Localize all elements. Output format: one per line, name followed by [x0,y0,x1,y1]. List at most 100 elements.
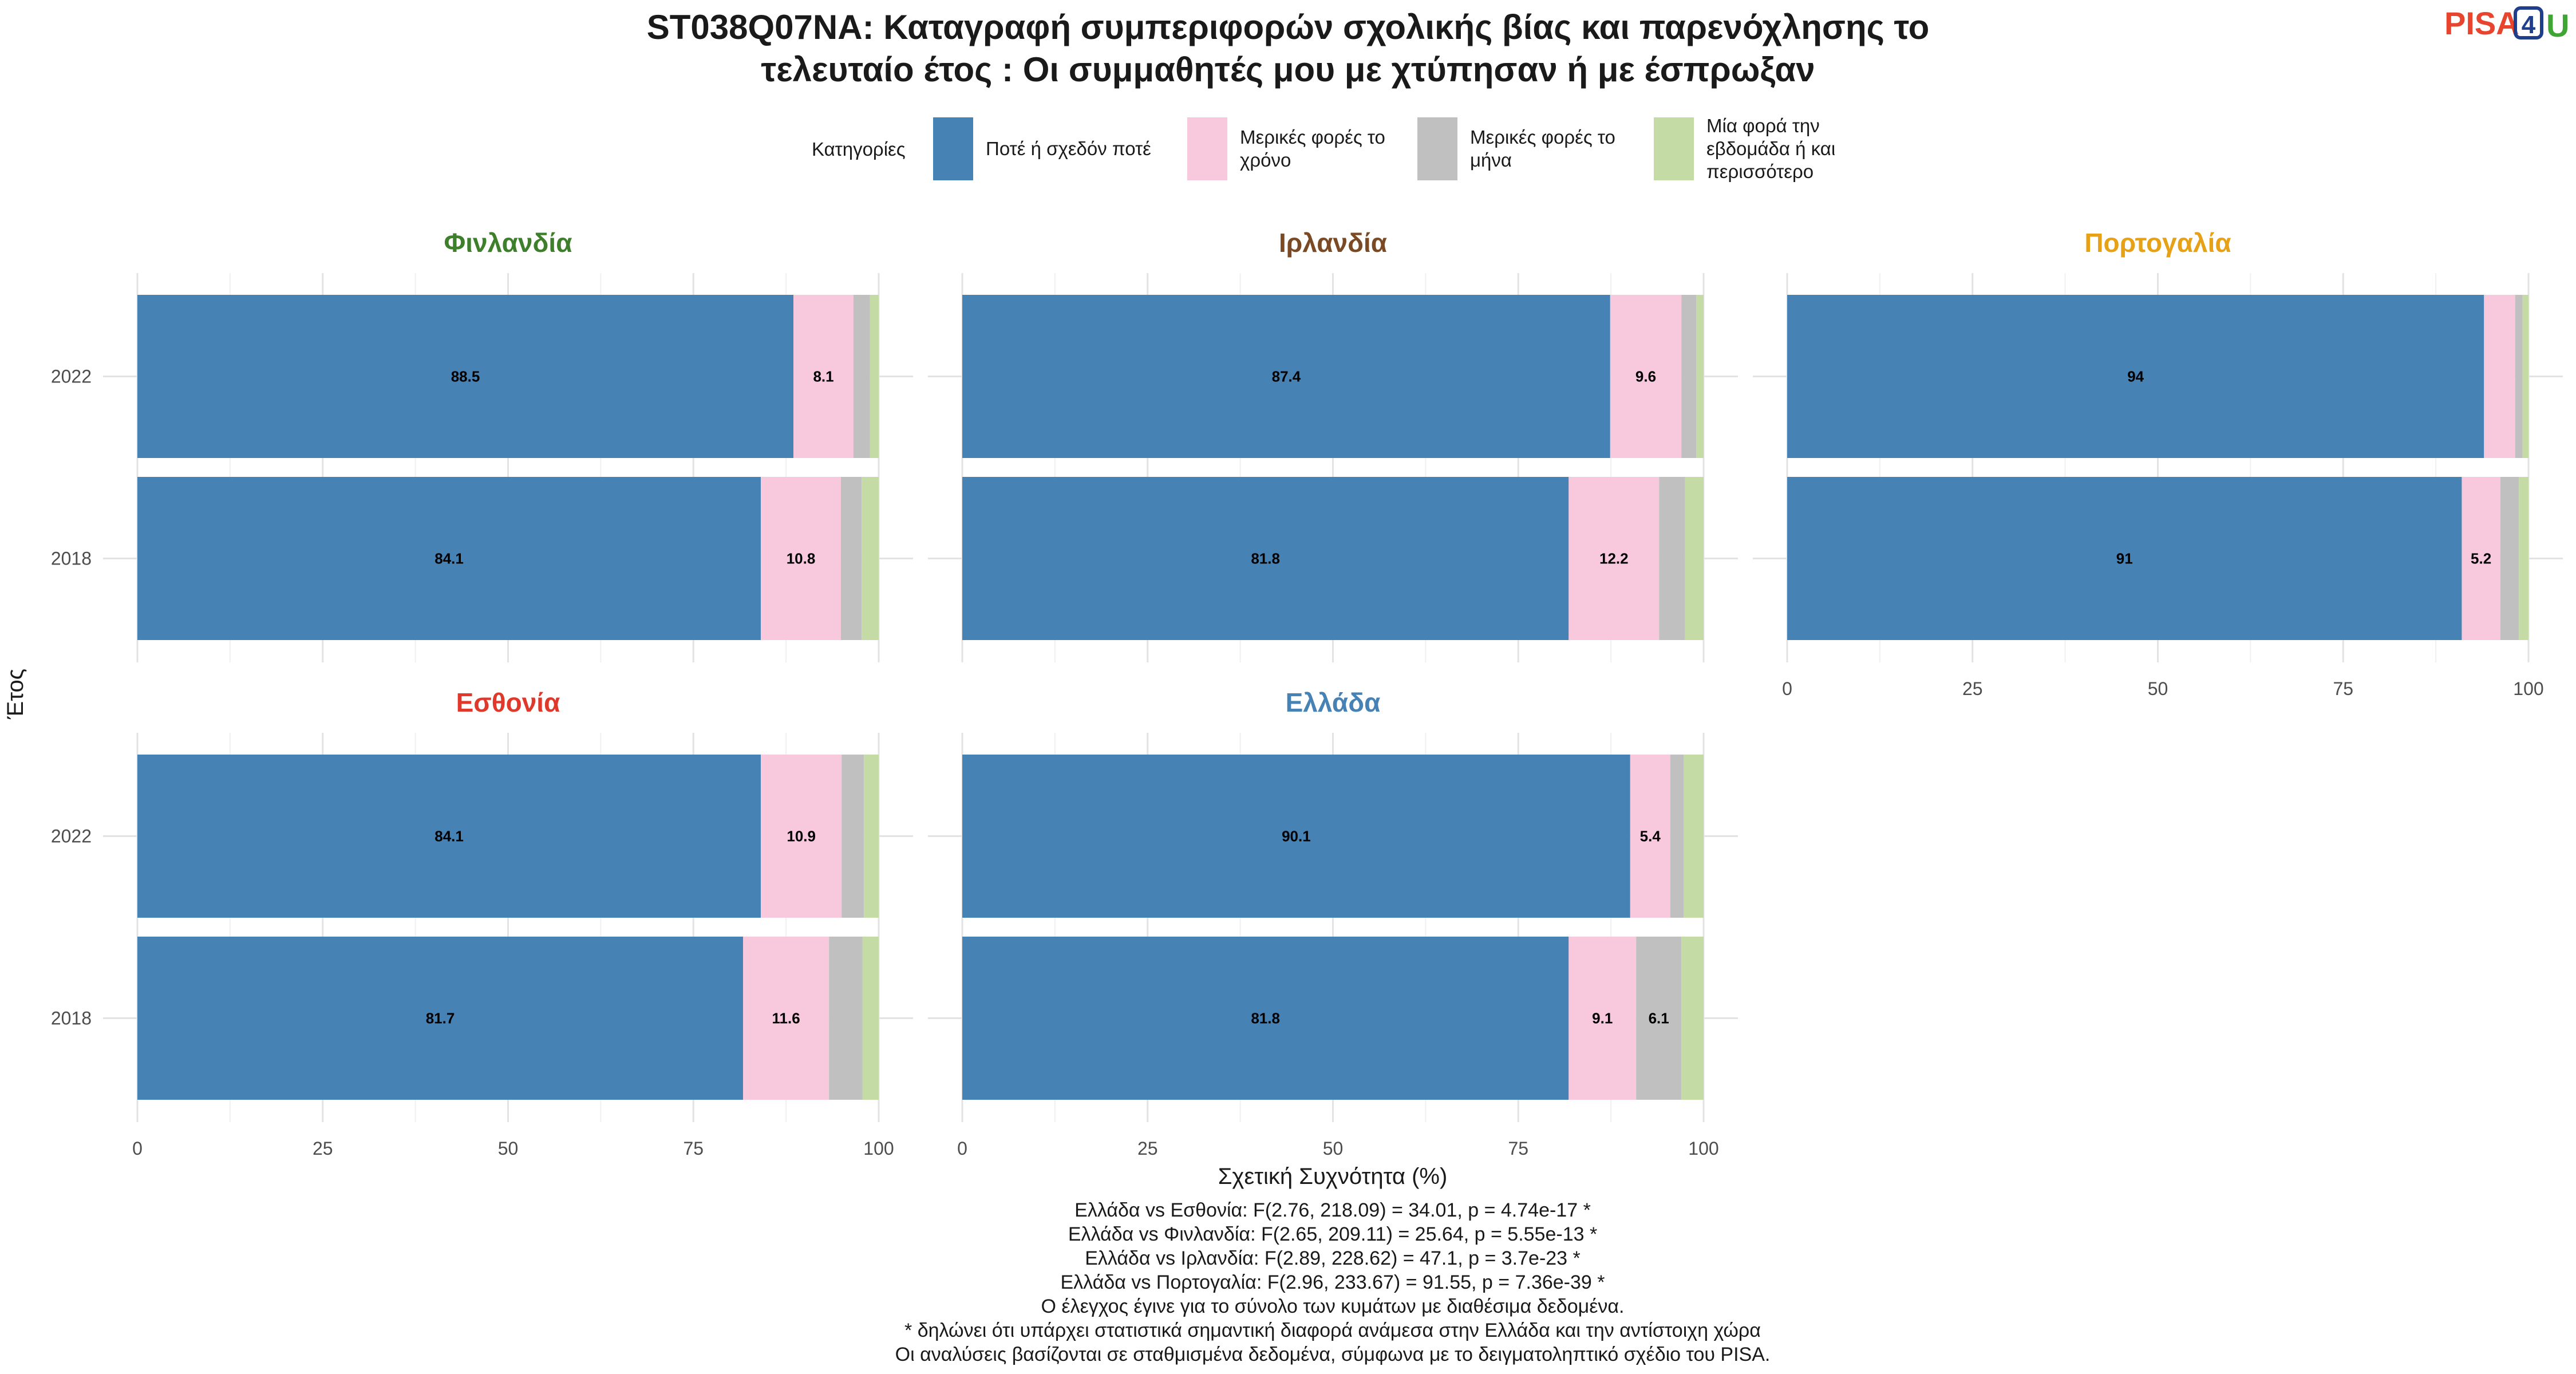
panel-1: Φινλανδία 88.5 8.1 84.1 10.8 [103,228,913,662]
legend-key-1 [933,117,973,180]
x-axis-title: Σχετική Συχνότητα (%) [1218,1164,1448,1189]
legend: Κατηγορίες Ποτέ ή σχεδόν ποτέ Μερικές φορ… [812,115,1835,182]
bar-segment-2022-3 [853,295,870,458]
logo-four-box [2514,6,2543,40]
bar-data-label: 81.8 [1251,1010,1280,1027]
bar-segment-2022-1 [962,295,1610,458]
bar-data-label: 91 [2116,550,2133,567]
bar-segment-2018-3 [840,477,862,640]
logo-u-text: U [2546,7,2569,44]
chart-title-line-2: τελευταίο έτος : Οι συμμαθητές μου με χτ… [761,50,1815,89]
bar-data-label: 90.1 [1282,828,1311,845]
x-tick-label: 0 [132,1138,143,1159]
note-line: Ελλάδα vs Πορτογαλία: F(2.96, 233.67) = … [1061,1272,1605,1293]
bar-data-label: 81.7 [426,1010,455,1027]
bar-segment-2018-3 [829,937,863,1100]
legend-key-2 [1187,117,1227,180]
bar-segment-2018-3 [1636,937,1682,1100]
bar-segment-2022-2 [793,295,854,458]
bar-data-label: 10.9 [787,828,816,845]
legend-label-3: μήνα [1470,149,1512,171]
x-tick-label: 25 [313,1138,333,1159]
bar-data-label: 94 [2127,368,2144,385]
panel-3: Πορτογαλία 94 91 5.2 0 25 50 75 100 [1753,228,2563,699]
y-tick-label: 2018 [51,548,92,569]
bar-segment-2018-2 [761,477,841,640]
bar-segment-2018-1 [962,477,1569,640]
note-line: * δηλώνει ότι υπάρχει στατιστικά σημαντι… [904,1320,1761,1341]
panel-title: Πορτογαλία [2084,228,2231,258]
panel-title: Ιρλανδία [1279,228,1387,258]
bar-segment-2018-4 [1681,937,1704,1100]
bar-data-label: 81.8 [1251,550,1280,567]
bar-data-label: 87.4 [1272,368,1301,385]
bar-segment-2018-4 [862,477,879,640]
bar-segment-2022-3 [2515,295,2523,458]
x-tick-label: 100 [2513,678,2543,699]
bar-segment-2018-2 [2462,477,2500,640]
bar-segment-2018-3 [2500,477,2519,640]
bar-data-label: 10.8 [787,550,816,567]
bar-segment-2018-4 [862,937,879,1100]
x-tick-label: 75 [1508,1138,1528,1159]
bar-segment-2022-4 [864,755,879,918]
bar-data-label: 5.4 [1640,828,1661,845]
legend-title: Κατηγορίες [812,139,906,160]
logo-pisa-text: PISA [2444,5,2519,41]
bar-segment-2018-3 [1659,477,1685,640]
bar-segment-2018-4 [1685,477,1704,640]
bar-segment-2018-1 [137,937,744,1100]
bar-data-label: 5.2 [2471,550,2491,567]
x-tick-label: 25 [1962,678,1983,699]
note-line: Ελλάδα vs Ιρλανδία: F(2.89, 228.62) = 47… [1085,1247,1581,1269]
bar-segment-2022-3 [1681,295,1697,458]
bar-segment-2022-3 [841,755,864,918]
bar-segment-2018-2 [1568,937,1637,1100]
legend-label-4: περισσότερο [1706,161,1814,182]
panel-5: Ελλάδα 90.1 5.4 81.8 9.1 6.1 0 25 50 75 100 [928,688,1738,1159]
bar-segment-2022-4 [870,295,879,458]
x-tick-label: 50 [2148,678,2168,699]
note-line: Ελλάδα vs Εσθονία: F(2.76, 218.09) = 34.… [1074,1199,1591,1221]
note-line: Ελλάδα vs Φινλανδία: F(2.65, 209.11) = 2… [1068,1223,1597,1245]
legend-key-4 [1654,117,1694,180]
y-tick-label: 2022 [51,826,92,847]
legend-label-2: Μερικές φορές το [1240,127,1385,148]
note-line: Οι αναλύσεις βασίζονται σε σταθμισμένα δ… [895,1344,1771,1365]
bar-data-label: 11.6 [772,1010,800,1027]
bar-segment-2022-1 [137,295,794,458]
x-tick-label: 75 [2333,678,2353,699]
bar-segment-2022-2 [761,755,842,918]
note-line: Ο έλεγχος έγινε για το σύνολο των κυμάτω… [1041,1296,1625,1317]
bar-segment-2022-2 [1610,295,1682,458]
bar-data-label: 9.1 [1592,1010,1613,1027]
bar-segment-2018-2 [743,937,829,1100]
legend-label-2: χρόνο [1240,149,1291,171]
panel-4: Εσθονία 84.1 10.9 81.7 11.6 0 25 50 75 100 [103,688,913,1159]
y-tick-label: 2018 [51,1008,92,1029]
bar-segment-2022-1 [962,755,1630,918]
y-tick-label: 2022 [51,366,92,387]
bar-segment-2018-2 [1568,477,1660,640]
bar-segment-2022-4 [1684,755,1704,918]
logo-four-text: 4 [2522,11,2536,39]
pisa4u-logo: PISA 4 U [2444,5,2569,44]
x-tick-label: 75 [683,1138,704,1159]
legend-label-1: Ποτέ ή σχεδόν ποτέ [986,138,1151,159]
bar-segment-2018-4 [2519,477,2528,640]
bar-segment-2022-4 [2522,295,2528,458]
bar-data-label: 8.1 [813,368,833,385]
x-tick-label: 50 [498,1138,519,1159]
bar-segment-2022-1 [137,755,761,918]
bar-data-label: 84.1 [434,828,464,845]
legend-label-4: εβδομάδα ή και [1706,138,1835,159]
legend-label-4: Μία φορά την [1706,115,1820,136]
bar-segment-2022-3 [1670,755,1684,918]
x-tick-label: 50 [1323,1138,1344,1159]
panel-2: Ιρλανδία 87.4 9.6 81.8 12.2 [928,228,1738,662]
bar-segment-2022-2 [1630,755,1670,918]
panel-title: Ελλάδα [1286,688,1381,717]
bar-segment-2022-1 [1787,295,2484,458]
panel-title: Φινλανδία [444,228,572,258]
